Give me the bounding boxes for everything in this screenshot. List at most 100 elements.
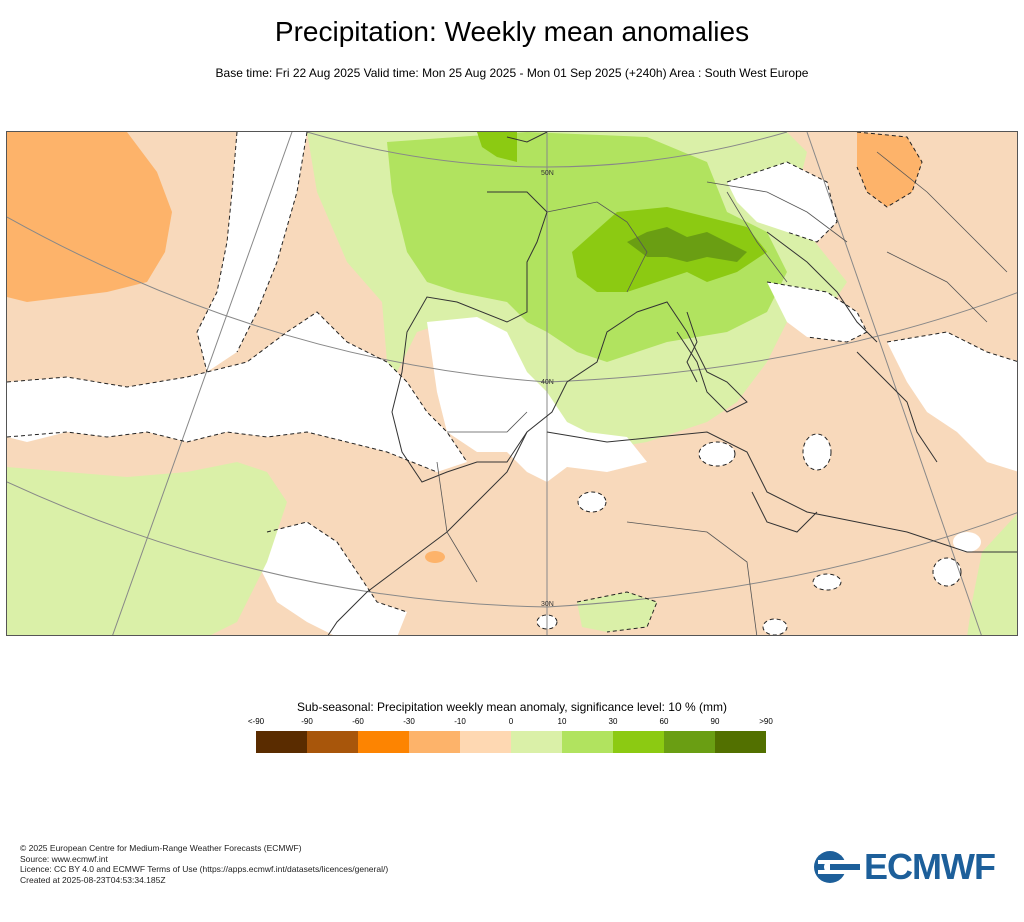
legend-swatch [460, 731, 511, 753]
significance-contour [726, 161, 838, 243]
country-border [706, 181, 848, 243]
ecmwf-logo-text: ECMWF [864, 846, 996, 887]
legend-swatch [307, 731, 358, 753]
legend-tick-label: 60 [659, 717, 669, 726]
chart-title: Precipitation: Weekly mean anomalies [274, 16, 750, 47]
coastline [327, 431, 528, 635]
africa-insignificant-patch [699, 442, 735, 466]
alps-very-strong-anomaly [627, 227, 747, 262]
spain-negative-patch [425, 551, 445, 563]
footer-credits: © 2025 European Centre for Medium-Range … [20, 843, 388, 885]
country-border [726, 191, 788, 283]
significance-contour [698, 441, 736, 467]
country-borders [436, 151, 1008, 635]
coastline [686, 311, 698, 383]
significance-contours [7, 132, 1017, 635]
parallel-line [7, 481, 1017, 608]
significance-contour [236, 132, 308, 353]
country-border [876, 151, 1008, 273]
legend-swatch [664, 731, 715, 753]
lat-label-50n: 50N [541, 170, 554, 177]
significance-contour [886, 331, 1017, 362]
legend-swatch [256, 731, 307, 753]
africa-insignificant-patch [803, 434, 831, 470]
legend-tick-label: 0 [508, 717, 514, 726]
footer-source: Source: www.ecmwf.int [20, 853, 108, 864]
legend-tick-label: -90 [301, 717, 313, 726]
coastline [506, 132, 548, 143]
ecmwf-logo: ECMWF [812, 846, 996, 888]
legend-swatch [715, 731, 766, 753]
significance-contour [932, 557, 962, 587]
significance-contour [7, 311, 468, 463]
legend-swatch [613, 731, 664, 753]
footer-created: Created at 2025-08-23T04:53:34.185Z [20, 874, 166, 885]
southwest-insignificant-area [262, 522, 407, 635]
southwest-positive-anomaly [577, 592, 657, 632]
coastline [546, 431, 1017, 553]
legend-tick-label: 10 [557, 717, 567, 726]
latitude-labels: 50N 40N 30N [541, 170, 554, 608]
legend-tick-label: <-90 [247, 717, 265, 726]
significance-contour [856, 132, 923, 208]
significance-contour [762, 618, 788, 635]
country-border [447, 411, 528, 433]
southwest-positive-anomaly [7, 462, 287, 635]
lat-label-40n: 40N [541, 379, 554, 386]
legend-tick-label: 30 [608, 717, 618, 726]
lat-label-30n: 30N [541, 601, 554, 608]
footer-licence: Licence: CC BY 4.0 and ECMWF Terms of Us… [20, 864, 389, 874]
meridian-line [806, 132, 982, 635]
significance-contour [766, 281, 868, 343]
balkans-insignificant-area [767, 282, 867, 342]
country-border [626, 521, 758, 635]
meridian-line [112, 132, 293, 635]
eastern-europe-insignificant-area [727, 162, 837, 242]
significance-contour [576, 591, 658, 633]
coastlines [327, 132, 1017, 635]
country-border [546, 201, 648, 293]
iberia-insignificant-area [427, 317, 647, 482]
portugal-insignificant-band [197, 132, 307, 372]
significance-contour [536, 614, 558, 630]
significance-contour [7, 431, 438, 473]
significance-contour [812, 573, 842, 591]
significance-contour [802, 433, 832, 471]
parallel-line [306, 132, 788, 168]
eastern-europe-negative-anomaly [857, 132, 922, 207]
coastline [856, 351, 938, 463]
atlantic-negative-anomaly [7, 132, 172, 302]
footer-copyright: © 2025 European Centre for Medium-Range … [20, 843, 302, 853]
legend-tick-label: -30 [403, 717, 415, 726]
ecmwf-logo-icon [814, 851, 860, 883]
legend-swatch [562, 731, 613, 753]
coastline [391, 191, 748, 483]
legend-tick-label: 90 [710, 717, 720, 726]
legend-swatch [511, 731, 562, 753]
greece-insignificant-area [887, 332, 1017, 472]
country-border [886, 251, 988, 323]
legend-title: Sub-seasonal: Precipitation weekly mean … [297, 700, 727, 714]
legend-tick-label: -60 [352, 717, 364, 726]
coastline [766, 231, 878, 343]
africa-insignificant-patch [813, 574, 841, 590]
legend-swatch [358, 731, 409, 753]
graticule [7, 132, 1017, 635]
africa-insignificant-patch [933, 558, 961, 586]
significance-contour [577, 491, 607, 513]
uk-strong-anomaly [477, 132, 517, 162]
legend-tick-label: -10 [454, 717, 466, 726]
precipitation-anomaly-map: 50N 40N 30N [6, 131, 1018, 636]
legend-swatch [409, 731, 460, 753]
country-border [436, 461, 478, 583]
significance-contour [196, 132, 238, 373]
africa-insignificant-patch [763, 619, 787, 635]
chart-subtitle: Base time: Fri 22 Aug 2025 Valid time: M… [215, 66, 809, 80]
significance-contour [266, 521, 408, 613]
africa-insignificant-patch [953, 532, 981, 552]
legend-ticks: <-90 -90 -60 -30 -10 0 10 30 60 90 >90 [232, 717, 792, 729]
coastline [751, 491, 818, 533]
legend-colorbar [256, 731, 766, 753]
africa-insignificant-patch [578, 492, 606, 512]
southeast-positive-anomaly [967, 514, 1017, 635]
